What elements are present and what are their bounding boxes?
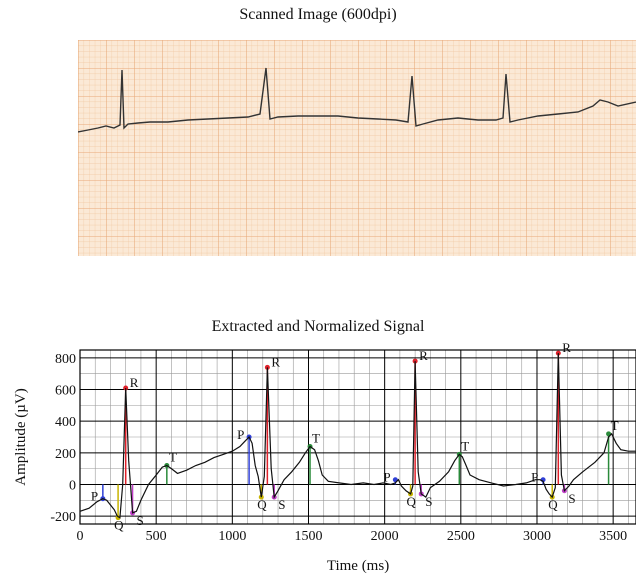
x-tick-label: 3500	[599, 529, 627, 544]
wave-s-label: S	[425, 494, 432, 509]
x-tick-label: 2000	[371, 529, 399, 544]
wave-p-label: P	[383, 470, 390, 485]
x-axis-label: Time (ms)	[327, 558, 389, 574]
wave-s-label: S	[568, 491, 575, 506]
wave-r-marker	[412, 358, 418, 364]
y-tick-label: 0	[69, 478, 76, 493]
wave-s-label: S	[137, 513, 144, 528]
wave-r-label: R	[419, 348, 428, 363]
wave-t-label: T	[169, 449, 177, 464]
wave-r-marker	[123, 385, 129, 391]
wave-r-label: R	[130, 375, 139, 390]
wave-r-label: R	[562, 340, 571, 355]
wave-r-marker	[555, 350, 561, 356]
scanned-ecg-trace	[78, 67, 636, 133]
y-tick-label: 600	[55, 384, 76, 399]
wave-q-label: Q	[407, 494, 417, 509]
wave-p-label: P	[91, 489, 98, 504]
wave-q-label: Q	[114, 518, 124, 533]
wave-t-label: T	[611, 418, 619, 433]
wave-t-label: T	[461, 438, 469, 453]
scanned-image-title: Scanned Image (600dpi)	[239, 6, 397, 23]
x-tick-label: 0	[77, 529, 84, 544]
ecg-signal-line	[79, 353, 636, 519]
y-tick-label: -200	[50, 510, 76, 525]
ecg-line-chart: 0 500 1000 1500 2000 2500 3000 3500-20002004006…	[13, 340, 636, 574]
plot-frame	[79, 349, 636, 525]
wave-p-label: P	[531, 470, 538, 485]
y-tick-label: 800	[55, 352, 76, 367]
y-tick-label: 200	[55, 447, 76, 462]
x-tick-label: 500	[146, 529, 167, 544]
wave-q-label: Q	[548, 497, 558, 512]
x-tick-label: 2500	[447, 529, 475, 544]
x-tick-label: 1500	[294, 529, 322, 544]
chart-title: Extracted and Normalized Signal	[211, 318, 425, 335]
wave-p-label: P	[237, 427, 244, 442]
x-tick-label: 1000	[218, 529, 246, 544]
wave-t-label: T	[312, 430, 320, 445]
wave-q-label: Q	[257, 497, 267, 512]
y-axis-label: Amplitude (µV)	[13, 388, 29, 485]
scanned-ecg-image	[78, 40, 636, 256]
x-tick-label: 3000	[523, 529, 551, 544]
y-tick-label: 400	[55, 415, 76, 430]
wave-s-label: S	[278, 497, 285, 512]
wave-r-label: R	[271, 354, 280, 369]
